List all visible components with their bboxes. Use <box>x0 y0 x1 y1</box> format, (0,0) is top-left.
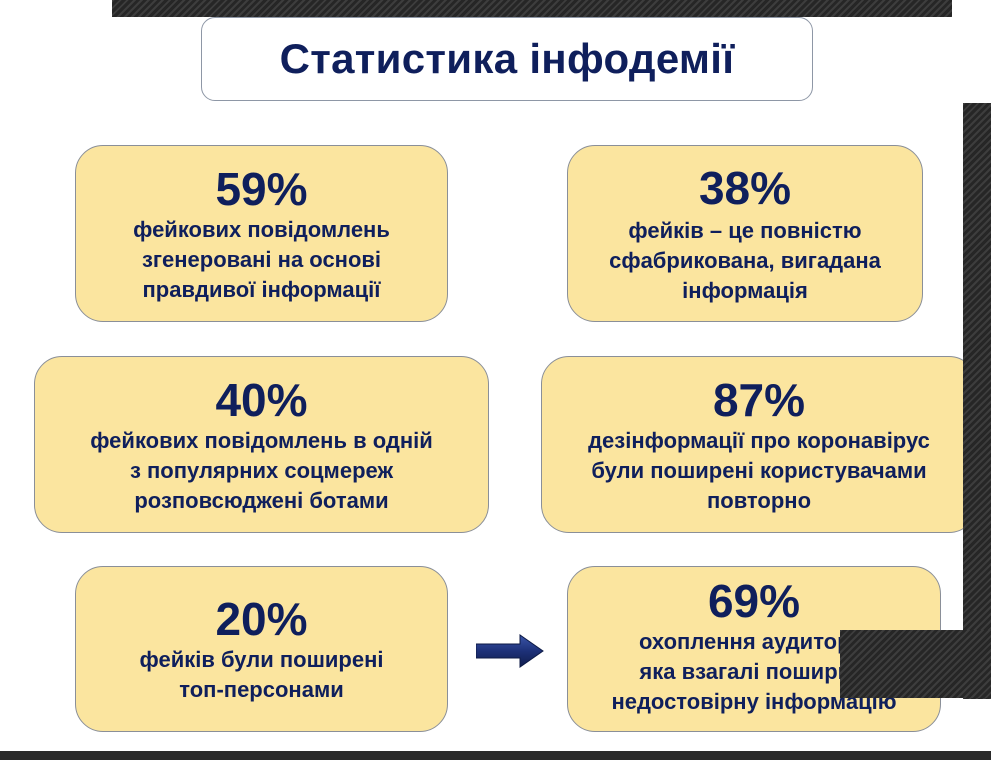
stat-percent: 59% <box>215 162 308 215</box>
right-arrow-icon <box>476 634 544 668</box>
stat-percent: 40% <box>215 373 308 426</box>
stat-description-line: були поширені користувачами <box>591 457 927 483</box>
stat-description-line: фейків – це повністю <box>628 217 862 243</box>
stat-description-line: дезінформації про коронавірус <box>588 427 930 453</box>
stat-card-coronavirus-reshared: 87% дезінформації про коронавірус були п… <box>541 356 977 533</box>
stat-description-line: розповсюджені ботами <box>134 487 389 513</box>
stat-description-line: інформація <box>682 277 808 303</box>
stat-description-line: з популярних соцмереж <box>129 457 394 483</box>
stat-description-line: охоплення аудиторії, <box>639 629 869 654</box>
stat-description-line: сфабрикована, вигадана <box>609 247 881 273</box>
stat-description-line: фейкових повідомлень в одній <box>90 427 433 453</box>
stat-description-line: правдивої інформації <box>142 276 381 302</box>
stat-description-line: яка взагалі поширює <box>639 659 869 684</box>
stat-card-bot-spread: 40% фейкових повідомлень в одній з попул… <box>34 356 489 533</box>
stat-description-line: фейкових повідомлень <box>133 216 390 242</box>
top-decorative-bar <box>112 0 952 17</box>
stat-card-top-persons: 20% фейків були поширені топ-персонами <box>75 566 448 732</box>
corner-decorative-block <box>840 630 991 698</box>
stat-description-line: згенеровані на основі <box>141 246 382 272</box>
page-title: Статистика інфодемії <box>279 35 735 82</box>
stat-percent: 69% <box>707 575 801 627</box>
title-box: Статистика інфодемії <box>201 17 813 101</box>
stat-description-line: топ-персонами <box>179 677 344 702</box>
stat-card-fabricated-fakes: 38% фейків – це повністю сфабрикована, в… <box>567 145 923 322</box>
stat-description-line: повторно <box>706 487 812 513</box>
bottom-border-line <box>0 751 991 760</box>
right-decorative-bar <box>963 103 991 699</box>
stat-percent: 38% <box>698 161 792 214</box>
stat-percent: 20% <box>215 593 308 645</box>
stat-description-line: фейків були поширені <box>139 647 384 672</box>
stat-card-fakes-based-on-true-info: 59% фейкових повідомлень згенеровані на … <box>75 145 448 322</box>
stat-percent: 87% <box>712 373 806 426</box>
